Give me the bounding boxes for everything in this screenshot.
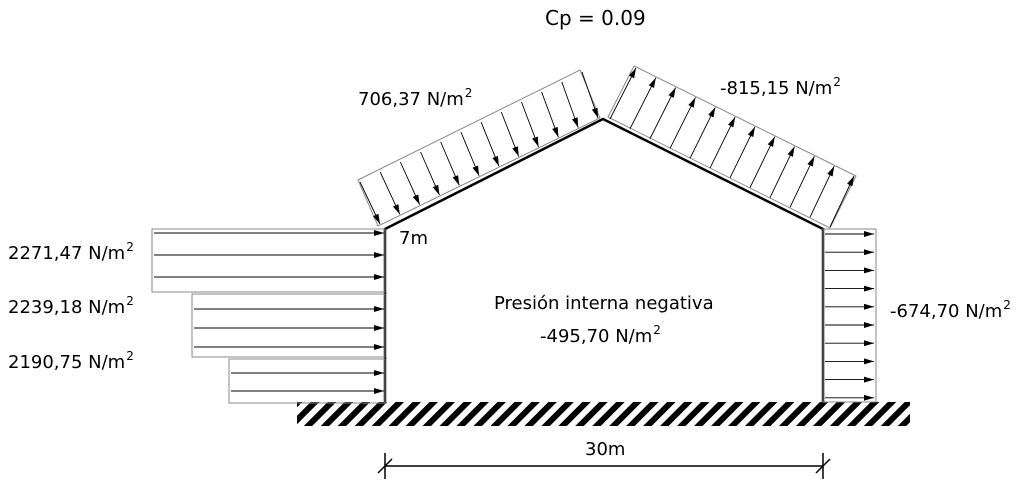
leeward-roof-arrow (609, 67, 637, 120)
windward-wall-load-label-3: 2190,75 N/m2 (8, 350, 134, 373)
windward-roof-arrow (379, 171, 401, 215)
leeward-roof-arrow (629, 77, 657, 130)
internal-pressure-label: -495,70 N/m2 (540, 324, 661, 347)
span-label: 30m (585, 439, 626, 460)
windward-roof-arrow (561, 81, 579, 128)
windward-wall-load-block-2 (191, 293, 386, 358)
internal-pressure-title: Presión interna negativa (494, 293, 714, 314)
windward-wall-load-label-1: 2271,47 N/m2 (8, 241, 134, 264)
windward-wall-arrows (154, 230, 384, 394)
windward-roof-arrow (440, 141, 460, 186)
windward-wall-load-label-2: 2239,18 N/m2 (8, 295, 134, 318)
leeward-roof-load-band (607, 65, 857, 229)
windward-wall-load-value-3: 2190,75 N/m (8, 352, 126, 373)
leeward-wall-arrows (825, 231, 874, 401)
windward-wall-load-block-3 (228, 358, 386, 404)
windward-roof-load-label: 706,37 N/m2 (358, 87, 472, 110)
windward-roof-arrow (420, 151, 440, 196)
windward-roof-arrows (359, 71, 599, 225)
leeward-wall-load-label: -674,70 N/m2 (890, 299, 1011, 322)
leeward-roof-arrow (789, 156, 815, 208)
leeward-roof-arrow (769, 146, 795, 198)
exponent: 2 (464, 86, 473, 100)
leeward-roof-arrow (809, 165, 835, 218)
leeward-roof-arrow (829, 175, 855, 228)
span-slash-right (815, 458, 831, 474)
exponent: 2 (126, 294, 134, 308)
exponent: 2 (653, 323, 661, 337)
leeward-roof-arrow (649, 87, 677, 139)
leeward-wall-load-block (822, 228, 877, 403)
exponent: 2 (126, 240, 134, 254)
windward-roof-arrow (521, 101, 539, 148)
leeward-roof-arrow (749, 136, 776, 188)
leeward-roof-load-label: -815,15 N/m2 (720, 76, 841, 99)
leeward-wall-load-value: -674,70 N/m (890, 301, 1003, 322)
windward-roof-arrow (581, 71, 599, 119)
exponent: 2 (1003, 298, 1011, 312)
leeward-roof-arrow (729, 126, 756, 179)
span-slash-left (377, 458, 393, 474)
windward-wall-load-value-2: 2239,18 N/m (8, 297, 126, 318)
leeward-roof-arrow (669, 97, 696, 149)
wall-height-label: 7m (399, 228, 428, 249)
windward-wall-load-value-1: 2271,47 N/m (8, 243, 126, 264)
exponent: 2 (833, 75, 841, 89)
windward-roof-arrow (541, 91, 559, 138)
windward-roof-arrow (359, 181, 381, 225)
leeward-roof-arrow (689, 107, 716, 159)
windward-roof-arrow (460, 131, 480, 176)
leeward-roof-arrow (709, 116, 736, 169)
ground-hatch (297, 402, 910, 426)
internal-pressure-value: -495,70 N/m (540, 326, 653, 347)
windward-roof-arrow (480, 121, 500, 167)
windward-wall-load-block-1 (151, 228, 386, 293)
leeward-roof-load-value: -815,15 N/m (720, 78, 833, 99)
building-outline (383, 117, 825, 403)
diagram-title: Cp = 0.09 (545, 6, 646, 30)
windward-roof-arrow (500, 111, 520, 157)
leeward-roof-arrows (609, 67, 855, 228)
windward-roof-load-band (357, 69, 601, 227)
windward-roof-load-value: 706,37 N/m (358, 89, 464, 110)
windward-roof-arrow (399, 161, 421, 205)
exponent: 2 (126, 349, 134, 363)
